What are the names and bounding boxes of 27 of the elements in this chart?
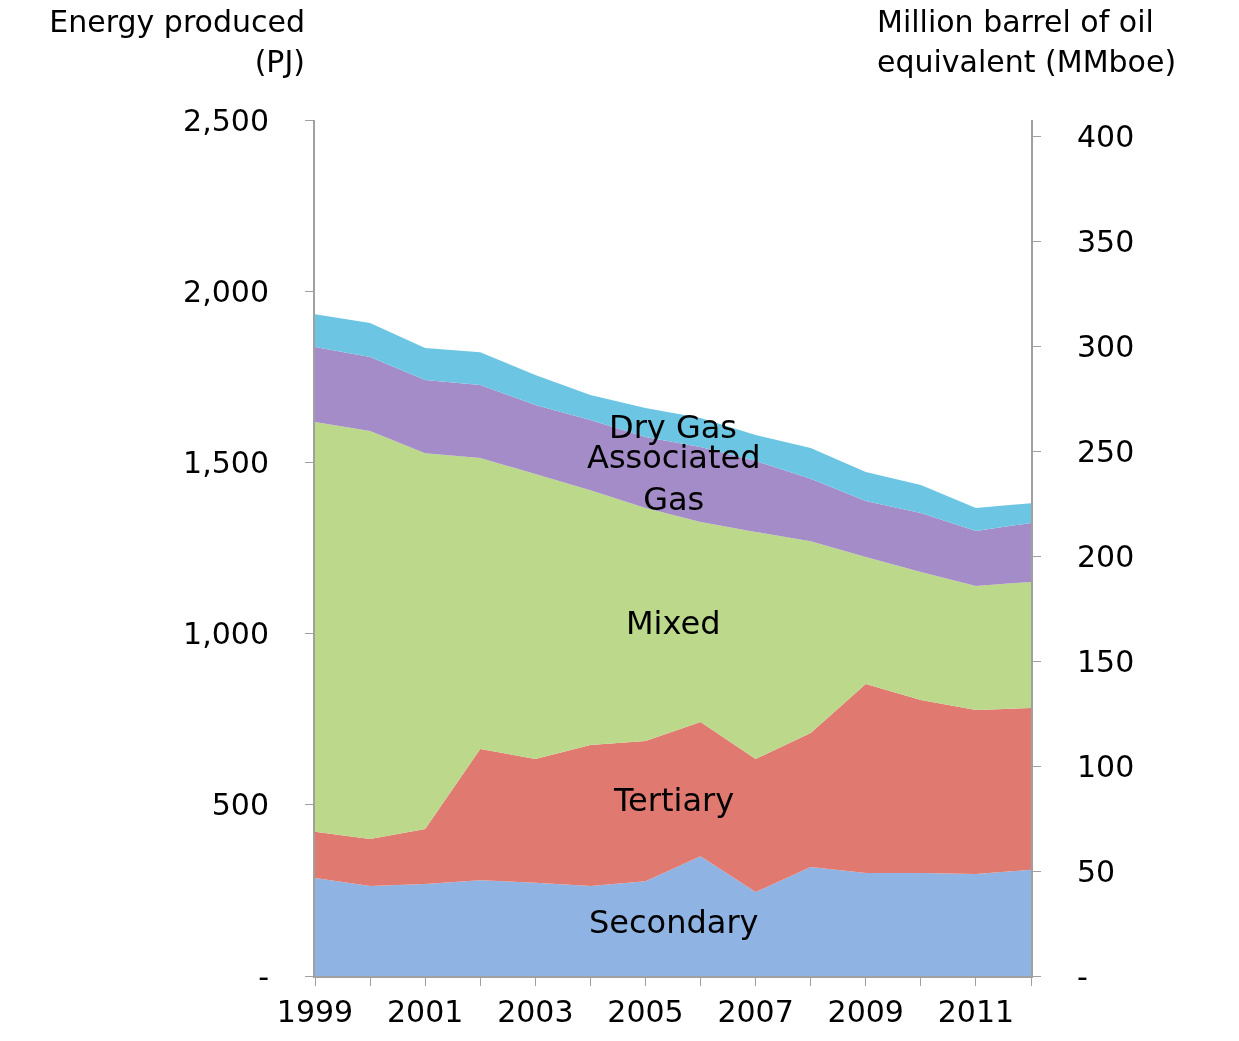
- y2-axis-title: Million barrel of oil equivalent (MMboe): [877, 3, 1178, 81]
- y2-tick-label: 100: [1077, 748, 1135, 784]
- y-tick-label: -: [258, 958, 269, 994]
- x-tick-label: 2001: [386, 994, 464, 1029]
- x-tick-label: 2007: [717, 994, 794, 1029]
- y2-tick-label: 50: [1077, 853, 1116, 889]
- y-tick-label: 500: [211, 787, 269, 823]
- y2-tick-label: 150: [1077, 643, 1135, 679]
- series-label: Mixed: [626, 604, 721, 642]
- x-tick-label: 2003: [497, 994, 574, 1029]
- y2-tick-label: 400: [1077, 119, 1135, 155]
- y-tick-label: 1,000: [183, 616, 269, 652]
- x-tick-label: 2009: [827, 994, 904, 1029]
- y2-tick-label: 350: [1077, 224, 1135, 260]
- x-tick-label: 1999: [276, 994, 354, 1029]
- y2-tick-label: 250: [1077, 433, 1135, 469]
- y-tick-label: 1,500: [183, 444, 269, 480]
- series-label: Secondary: [589, 903, 759, 941]
- y-tick-label: 2,000: [183, 273, 269, 309]
- series-label: Tertiary: [613, 781, 735, 819]
- y2-tick-label: 200: [1077, 538, 1135, 574]
- y-axis-title: Energy produced (PJ): [48, 3, 305, 81]
- x-tick-label: 2005: [607, 994, 684, 1029]
- y2-tick-label: 300: [1077, 329, 1135, 365]
- x-tick-label: 2011: [937, 994, 1015, 1029]
- y-tick-label: 2,500: [183, 102, 269, 138]
- y2-tick-label: -: [1077, 958, 1088, 994]
